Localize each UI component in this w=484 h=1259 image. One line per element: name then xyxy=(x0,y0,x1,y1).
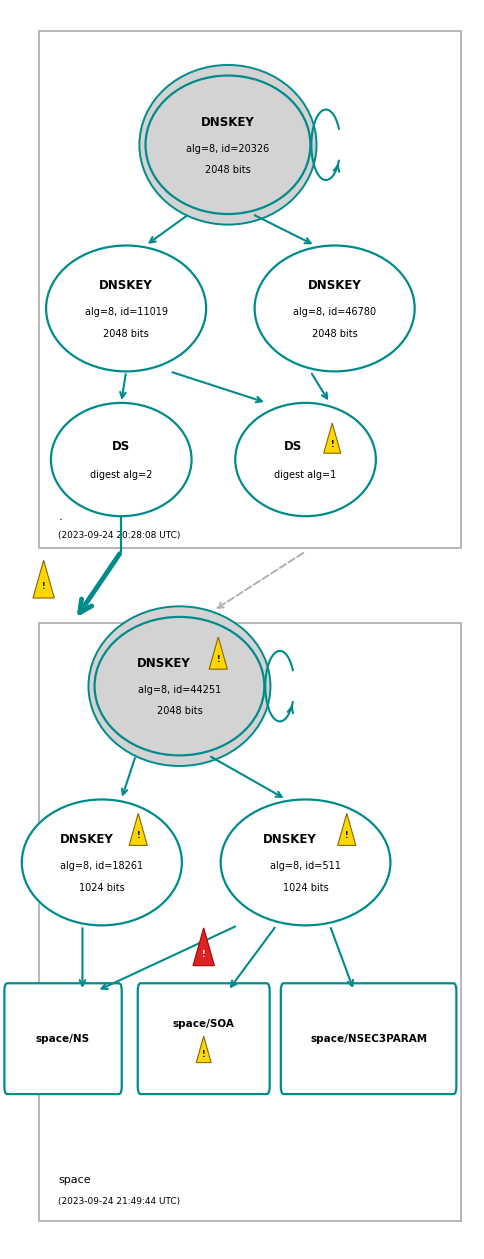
Ellipse shape xyxy=(22,799,182,925)
Text: DNSKEY: DNSKEY xyxy=(263,833,316,846)
Text: space: space xyxy=(58,1176,91,1186)
Polygon shape xyxy=(193,928,214,966)
Text: DS: DS xyxy=(284,441,302,453)
Text: DS: DS xyxy=(112,441,130,453)
Text: DNSKEY: DNSKEY xyxy=(99,279,152,292)
Text: .: . xyxy=(58,510,62,522)
Polygon shape xyxy=(196,1036,211,1063)
Text: DNSKEY: DNSKEY xyxy=(137,657,190,670)
Text: !: ! xyxy=(201,1050,205,1059)
Ellipse shape xyxy=(145,76,310,214)
Text: 1024 bits: 1024 bits xyxy=(79,883,124,893)
Text: alg=8, id=20326: alg=8, id=20326 xyxy=(186,144,269,154)
Text: DNSKEY: DNSKEY xyxy=(60,833,113,846)
Polygon shape xyxy=(129,813,147,846)
Text: 2048 bits: 2048 bits xyxy=(156,706,202,716)
Text: 2048 bits: 2048 bits xyxy=(311,329,357,339)
Text: !: ! xyxy=(216,655,220,663)
Ellipse shape xyxy=(235,403,375,516)
Polygon shape xyxy=(323,423,340,453)
FancyBboxPatch shape xyxy=(137,983,269,1094)
Text: !: ! xyxy=(344,831,348,840)
Text: (2023-09-24 21:49:44 UTC): (2023-09-24 21:49:44 UTC) xyxy=(58,1196,180,1206)
Text: space/NSEC3PARAM: space/NSEC3PARAM xyxy=(309,1034,426,1044)
Polygon shape xyxy=(337,813,355,846)
Polygon shape xyxy=(33,560,54,598)
Text: 2048 bits: 2048 bits xyxy=(205,165,250,175)
Text: alg=8, id=44251: alg=8, id=44251 xyxy=(137,685,221,695)
Text: !: ! xyxy=(42,582,45,592)
FancyBboxPatch shape xyxy=(280,983,455,1094)
Text: !: ! xyxy=(201,949,205,959)
Text: DNSKEY: DNSKEY xyxy=(307,279,361,292)
Text: !: ! xyxy=(330,439,333,448)
Ellipse shape xyxy=(139,65,316,224)
Text: alg=8, id=11019: alg=8, id=11019 xyxy=(84,307,167,317)
Text: DNSKEY: DNSKEY xyxy=(201,116,254,128)
Ellipse shape xyxy=(94,617,264,755)
Ellipse shape xyxy=(254,246,414,371)
Text: digest alg=1: digest alg=1 xyxy=(274,470,336,480)
FancyBboxPatch shape xyxy=(4,983,121,1094)
Polygon shape xyxy=(209,637,227,670)
Text: alg=8, id=46780: alg=8, id=46780 xyxy=(292,307,376,317)
Text: space/SOA: space/SOA xyxy=(172,1019,234,1029)
Text: !: ! xyxy=(136,831,140,840)
Ellipse shape xyxy=(51,403,191,516)
Ellipse shape xyxy=(220,799,390,925)
Text: 1024 bits: 1024 bits xyxy=(282,883,328,893)
Text: alg=8, id=511: alg=8, id=511 xyxy=(270,861,340,871)
FancyBboxPatch shape xyxy=(39,31,460,548)
Text: alg=8, id=18261: alg=8, id=18261 xyxy=(60,861,143,871)
Ellipse shape xyxy=(88,607,270,765)
Ellipse shape xyxy=(46,246,206,371)
Text: digest alg=2: digest alg=2 xyxy=(90,470,152,480)
Text: (2023-09-24 20:28:08 UTC): (2023-09-24 20:28:08 UTC) xyxy=(58,530,180,540)
FancyBboxPatch shape xyxy=(39,623,460,1221)
Text: 2048 bits: 2048 bits xyxy=(103,329,149,339)
Text: space/NS: space/NS xyxy=(36,1034,90,1044)
